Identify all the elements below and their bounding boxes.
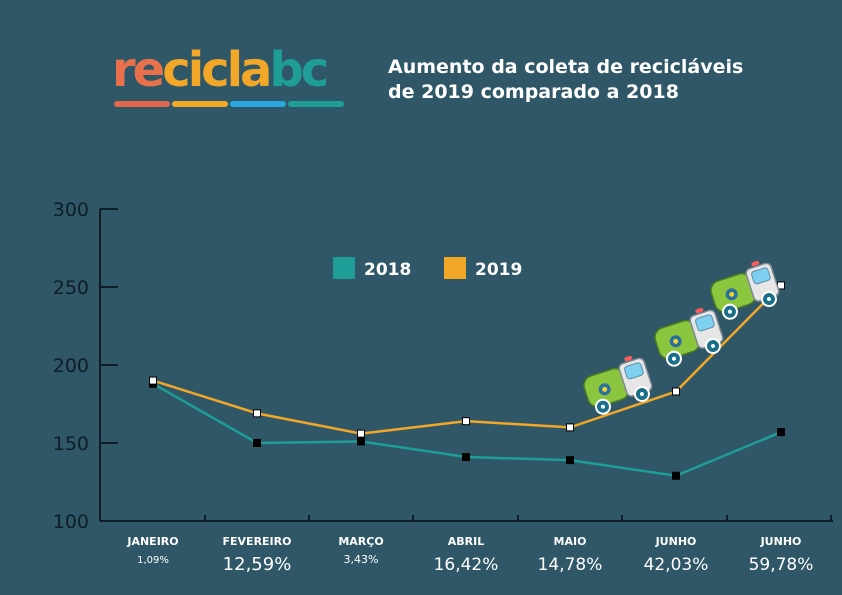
chart-axes (99, 209, 833, 522)
truck-window (751, 267, 771, 285)
increase-percentage-label: 59,78% (749, 555, 814, 575)
x-category-label: JANEIRO (126, 535, 178, 548)
data-point-2019 (149, 376, 157, 385)
chart-title-line-1: Aumento da coleta de recicláveis (388, 56, 744, 78)
x-category-label: JUNHO (655, 535, 697, 548)
series-line-2019 (152, 284, 782, 435)
data-point-2018 (357, 437, 365, 446)
y-tick-label: 300 (53, 199, 89, 221)
x-category-label: MARÇO (338, 535, 383, 548)
recycle-symbol-center (673, 338, 679, 344)
truck-wheel-hub (710, 344, 715, 349)
garbage-truck-icon (654, 307, 724, 367)
x-category-label: ABRIL (448, 535, 484, 548)
reciclabc-logo: reciclabc (112, 42, 348, 112)
x-category-label: JUNHO (760, 535, 802, 548)
x-category-label: MAIO (554, 535, 587, 548)
truck-wheel-hub (671, 356, 676, 361)
data-point-2018 (253, 439, 261, 447)
increase-percentage-label: 1,09% (137, 555, 169, 566)
data-point-2019 (672, 387, 680, 396)
truck-siren (751, 260, 760, 267)
logo-part-re: re (112, 42, 165, 98)
increase-percentage-label: 14,78% (538, 555, 603, 575)
recycle-symbol-center (729, 291, 735, 297)
data-point-2018 (462, 453, 470, 462)
logo-wordmark: reciclabc (112, 42, 329, 98)
logo-bar-yellow (172, 101, 228, 107)
garbage-truck-icon (583, 355, 653, 415)
legend-swatch-2018 (333, 257, 355, 279)
logo-bar-blue (230, 101, 286, 107)
logo-part-bc: bc (269, 42, 329, 98)
legend-swatch-2019 (444, 257, 466, 279)
truck-siren (624, 355, 633, 362)
data-point-2018 (777, 428, 785, 437)
truck-decorations (583, 260, 780, 415)
data-point-2018 (672, 471, 680, 480)
truck-wheel-hub (766, 297, 771, 302)
legend-label-2019: 2019 (475, 260, 522, 280)
data-point-2019 (253, 409, 261, 418)
increase-percentage-label: 12,59% (223, 554, 292, 575)
truck-wheel-hub (639, 392, 644, 397)
chart-legend: 2018 2019 (333, 257, 522, 280)
logo-bar-orange (114, 101, 170, 107)
series-lines (149, 281, 785, 480)
y-tick-label: 150 (53, 433, 89, 455)
x-axis-labels: JANEIRO FEVEREIRO MARÇO ABRIL MAIO JUNHO JUNHO… (126, 535, 813, 575)
recycle-symbol-center (602, 386, 608, 392)
garbage-truck-icon (710, 260, 780, 320)
increase-percentage-label: 16,42% (434, 555, 499, 575)
chart-title: Aumento da coleta de recicláveis de 2019… (388, 55, 808, 105)
increase-percentage-label: 42,03% (644, 555, 709, 575)
logo-bar-teal (288, 101, 344, 107)
legend-label-2018: 2018 (364, 260, 411, 280)
y-axis-ticks: 300 250 200 150 100 (53, 199, 118, 533)
y-tick-label: 250 (53, 277, 89, 299)
data-point-2018 (566, 456, 574, 465)
x-category-label: FEVEREIRO (223, 535, 292, 548)
truck-siren (695, 307, 704, 314)
truck-wheel-hub (727, 309, 732, 314)
data-point-2019 (462, 417, 470, 426)
data-point-2019 (566, 423, 574, 432)
series-line-2018 (152, 382, 782, 478)
y-tick-label: 200 (53, 355, 89, 377)
truck-window (695, 314, 715, 332)
chart-title-line-2: de 2019 comparado a 2018 (388, 81, 679, 103)
logo-part-cicla: cicla (162, 42, 272, 98)
increase-percentage-label: 3,43% (344, 553, 379, 566)
y-tick-label: 100 (53, 511, 89, 533)
truck-wheel-hub (600, 404, 605, 409)
truck-window (624, 362, 644, 380)
data-point-2019 (357, 429, 365, 438)
